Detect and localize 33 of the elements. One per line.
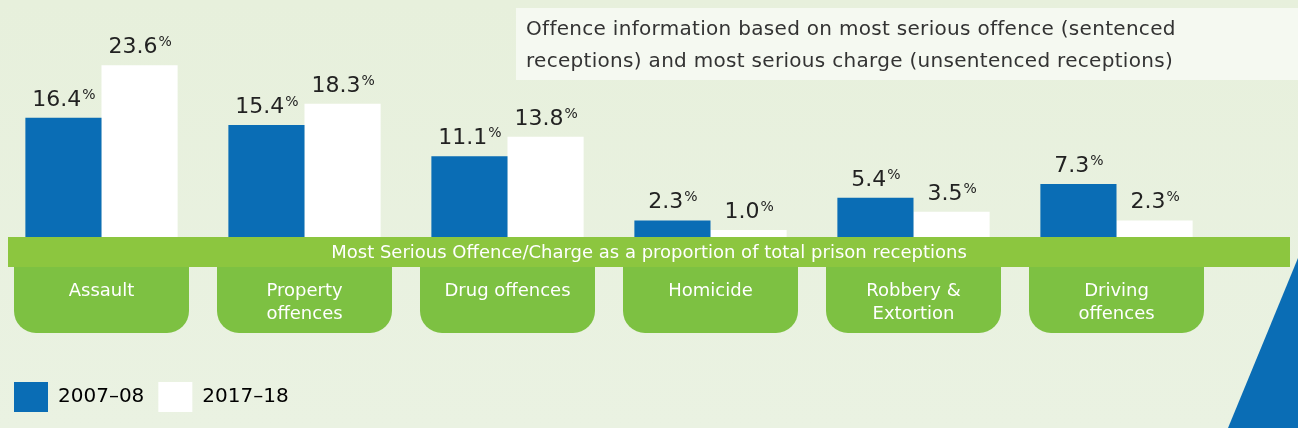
bar bbox=[25, 117, 102, 238]
bar bbox=[1040, 184, 1117, 238]
text: Most Serious Offence/Charge as a proportion of total prison receptions bbox=[8, 237, 1290, 268]
x-tick-label: Robbery & Extortion bbox=[866, 278, 961, 323]
x-tick-label: Homicide bbox=[668, 278, 753, 300]
bar bbox=[431, 156, 508, 238]
data-label: 2.3% bbox=[648, 188, 698, 214]
legend-label: 2007–08 bbox=[58, 383, 145, 408]
bar bbox=[913, 211, 990, 238]
data-label: 7.3% bbox=[1054, 152, 1104, 177]
bar bbox=[837, 197, 914, 238]
data-label: 15.4% bbox=[235, 92, 299, 118]
data-label: 5.4% bbox=[851, 165, 901, 191]
data-label: 11.1% bbox=[438, 124, 502, 150]
bar bbox=[710, 229, 787, 238]
x-tick-label: Property offences bbox=[266, 278, 343, 323]
bar bbox=[228, 124, 305, 238]
data-label: 3.5% bbox=[927, 179, 977, 205]
data-label: 16.4% bbox=[32, 85, 96, 111]
bar bbox=[304, 103, 381, 238]
bar bbox=[634, 220, 711, 238]
data-label: 13.8% bbox=[514, 104, 578, 130]
data-label: 18.3% bbox=[311, 71, 375, 97]
bar bbox=[101, 65, 178, 238]
bar bbox=[1116, 220, 1193, 238]
legend-label: 2017–18 bbox=[202, 383, 289, 408]
x-tick-label: Driving offences bbox=[1078, 278, 1155, 323]
x-tick-label: Drug offences bbox=[444, 278, 571, 300]
bar bbox=[507, 136, 584, 238]
data-label: 1.0% bbox=[724, 197, 774, 223]
data-label: 2.3% bbox=[1130, 188, 1180, 214]
x-tick-label: Assault bbox=[68, 278, 135, 300]
data-label: 23.6% bbox=[108, 33, 172, 59]
